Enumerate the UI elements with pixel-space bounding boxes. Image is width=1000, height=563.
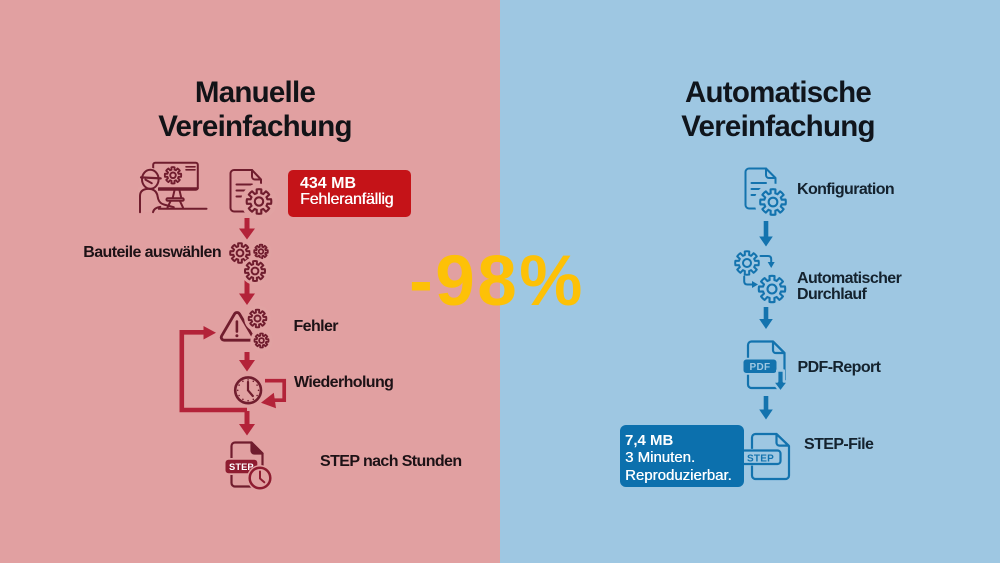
svg-text:STEP: STEP <box>229 462 254 472</box>
svg-text:STEP: STEP <box>747 453 774 464</box>
svg-text:PDF: PDF <box>750 362 771 373</box>
